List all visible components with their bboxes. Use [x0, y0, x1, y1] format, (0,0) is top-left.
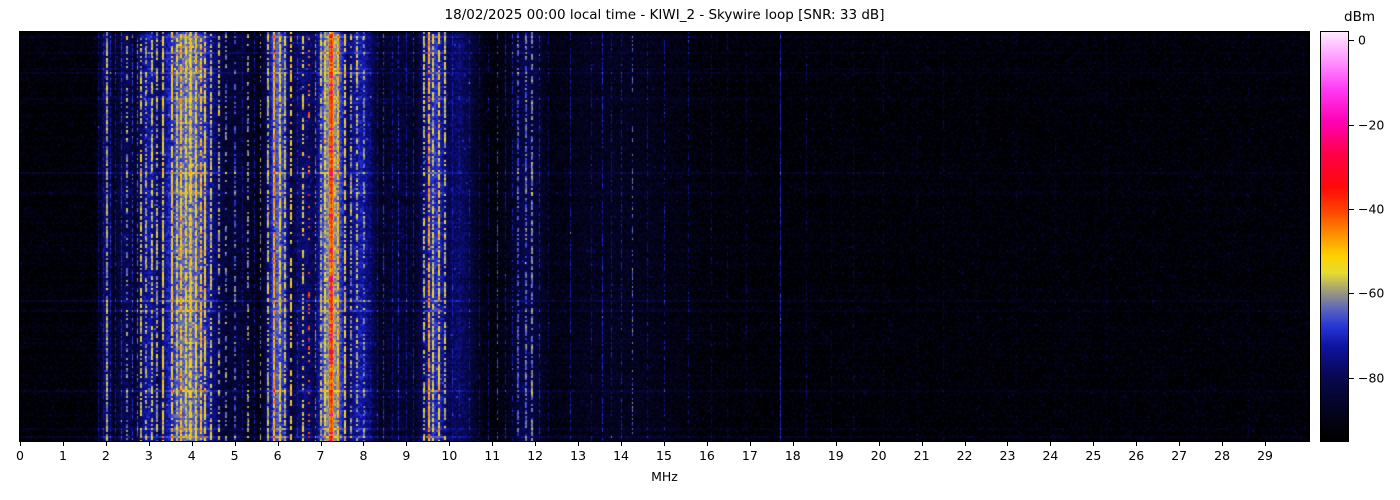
plot-title: 18/02/2025 00:00 local time - KIWI_2 - S… — [444, 7, 885, 23]
colorbar-tick-mark — [1349, 209, 1354, 210]
x-tick-label: 17 — [741, 448, 758, 463]
x-axis-label: MHz — [651, 469, 678, 484]
x-tick-label: 28 — [1214, 448, 1231, 463]
x-tick-label: 16 — [698, 448, 715, 463]
x-tick-label: 7 — [316, 448, 325, 463]
colorbar-tick-mark — [1349, 378, 1354, 379]
colorbar-title: dBm — [1344, 9, 1375, 25]
x-tick-label: 8 — [359, 448, 368, 463]
x-tick-label: 6 — [273, 448, 282, 463]
x-tick-mark — [578, 442, 579, 446]
x-tick-label: 24 — [1042, 448, 1059, 463]
x-tick-label: 12 — [527, 448, 544, 463]
x-tick-mark — [20, 442, 21, 446]
x-tick-mark — [63, 442, 64, 446]
x-tick-label: 11 — [484, 448, 501, 463]
x-tick-mark — [492, 442, 493, 446]
x-tick-mark — [836, 442, 837, 446]
x-tick-mark — [535, 442, 536, 446]
x-tick-label: 20 — [870, 448, 887, 463]
x-tick-label: 1 — [58, 448, 67, 463]
colorbar-tick-mark — [1349, 293, 1354, 294]
x-tick-mark — [449, 442, 450, 446]
waterfall-plot — [19, 31, 1310, 442]
x-tick-mark — [1050, 442, 1051, 446]
x-tick-mark — [750, 442, 751, 446]
colorbar-tick-label: −80 — [1358, 370, 1385, 386]
x-tick-mark — [664, 442, 665, 446]
x-tick-label: 15 — [656, 448, 672, 463]
x-tick-label: 13 — [570, 448, 587, 463]
x-tick-label: 29 — [1257, 448, 1274, 463]
x-tick-label: 26 — [1128, 448, 1145, 463]
x-tick-label: 22 — [956, 448, 973, 463]
x-tick-mark — [1136, 442, 1137, 446]
x-tick-mark — [1007, 442, 1008, 446]
colorbar — [1320, 31, 1349, 442]
colorbar-canvas — [1321, 32, 1348, 441]
x-tick-mark — [965, 442, 966, 446]
x-tick-mark — [278, 442, 279, 446]
x-tick-mark — [1222, 442, 1223, 446]
x-tick-mark — [235, 442, 236, 446]
x-tick-mark — [707, 442, 708, 446]
x-tick-mark — [149, 442, 150, 446]
x-tick-mark — [879, 442, 880, 446]
x-tick-label: 10 — [441, 448, 458, 463]
x-tick-label: 3 — [144, 448, 153, 463]
waterfall-canvas — [20, 32, 1308, 441]
x-tick-mark — [406, 442, 407, 446]
x-tick-label: 27 — [1171, 448, 1188, 463]
x-tick-label: 9 — [402, 448, 411, 463]
x-tick-mark — [1179, 442, 1180, 446]
x-tick-label: 2 — [101, 448, 110, 463]
colorbar-tick-mark — [1349, 40, 1354, 41]
x-tick-mark — [106, 442, 107, 446]
x-tick-mark — [321, 442, 322, 446]
colorbar-tick-mark — [1349, 125, 1354, 126]
x-tick-mark — [793, 442, 794, 446]
colorbar-tick-label: −60 — [1358, 285, 1385, 301]
x-tick-mark — [922, 442, 923, 446]
x-tick-label: 4 — [187, 448, 196, 463]
colorbar-tick-label: 0 — [1358, 32, 1366, 48]
x-tick-mark — [621, 442, 622, 446]
x-tick-label: 5 — [230, 448, 239, 463]
x-tick-mark — [192, 442, 193, 446]
x-tick-label: 21 — [913, 448, 930, 463]
x-tick-mark — [363, 442, 364, 446]
colorbar-tick-label: −40 — [1358, 201, 1385, 217]
x-tick-label: 18 — [784, 448, 801, 463]
x-tick-mark — [1265, 442, 1266, 446]
x-tick-label: 0 — [16, 448, 24, 463]
colorbar-tick-label: −20 — [1358, 117, 1385, 133]
x-tick-label: 14 — [613, 448, 630, 463]
x-tick-label: 25 — [1085, 448, 1102, 463]
x-tick-label: 19 — [827, 448, 844, 463]
x-tick-mark — [1093, 442, 1094, 446]
x-tick-label: 23 — [999, 448, 1016, 463]
